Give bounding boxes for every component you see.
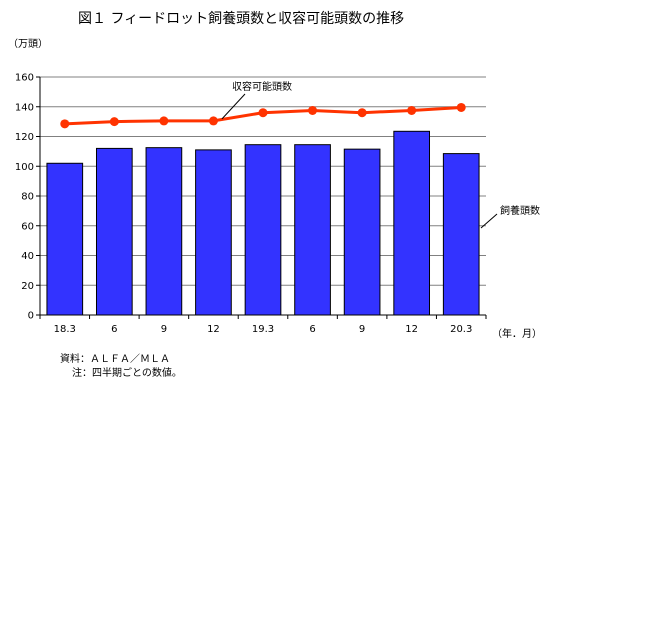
x-tick-label: 6	[111, 324, 117, 335]
line-point-1	[109, 117, 119, 127]
y-tick-label: 0	[28, 311, 34, 322]
bar-3	[195, 149, 232, 316]
line-point-2	[159, 116, 169, 126]
y-tick-label: 160	[15, 73, 34, 84]
y-axis-unit-label: （万頭）	[8, 39, 48, 50]
axis-layer: 0 20 40 60 80 100 120 140 160 18.3 6 9 12 19.3 6 9 12 20.…	[15, 73, 542, 341]
chart-title: 図１ フィードロット飼養頭数と収容可能頭数の推移	[78, 11, 405, 27]
leader-line-headcount	[480, 213, 498, 229]
line-point-6	[357, 108, 367, 118]
series-label-headcount: 飼養頭数	[500, 204, 540, 217]
bar-8	[442, 153, 480, 316]
y-tick-label: 100	[15, 162, 34, 173]
x-tick-label: 6	[309, 324, 315, 335]
x-tick-label: 12	[405, 324, 418, 335]
line-point-4	[258, 108, 268, 118]
bar-2	[145, 147, 183, 316]
chart-notes: 資料：ＡＬＦＡ／ＭＬＡ 注：四半期ごとの数値。	[60, 353, 182, 381]
y-tick-label: 60	[21, 221, 34, 232]
x-tick-label: 9	[161, 324, 167, 335]
bar-0	[46, 162, 84, 316]
source-note: 資料：ＡＬＦＡ／ＭＬＡ	[60, 354, 170, 365]
bar-layer	[46, 130, 480, 316]
series-label-capacity: 収容可能頭数	[232, 80, 292, 93]
bar-4	[244, 144, 282, 316]
x-tick-label: 12	[207, 324, 220, 335]
x-tick-label: 19.3	[252, 324, 274, 335]
y-tick-label: 40	[21, 251, 34, 262]
bar-7	[393, 130, 431, 316]
bar-6	[343, 148, 381, 316]
y-tick-label: 80	[21, 192, 34, 203]
line-layer	[60, 102, 466, 129]
x-tick-label: 9	[359, 324, 365, 335]
leader-line-capacity	[221, 93, 246, 120]
line-point-0	[60, 119, 70, 129]
footnote: 注：四半期ごとの数値。	[72, 368, 182, 379]
bar-1	[95, 147, 133, 316]
bar-5	[294, 144, 331, 316]
line-point-8	[456, 102, 466, 112]
x-axis-unit-label: （年．月）	[492, 327, 542, 340]
line-point-5	[308, 105, 318, 115]
y-tick-label: 140	[15, 102, 34, 113]
line-point-3	[208, 116, 218, 126]
y-tick-label: 120	[15, 132, 34, 143]
x-tick-label: 20.3	[450, 324, 472, 335]
x-tick-label: 18.3	[54, 324, 76, 335]
y-tick-label: 20	[21, 281, 34, 292]
line-point-7	[407, 105, 417, 115]
chart-svg: 0 20 40 60 80 100 120 140 160 18.3 6 9 12 19.3 6 9 12 20.…	[15, 73, 542, 341]
